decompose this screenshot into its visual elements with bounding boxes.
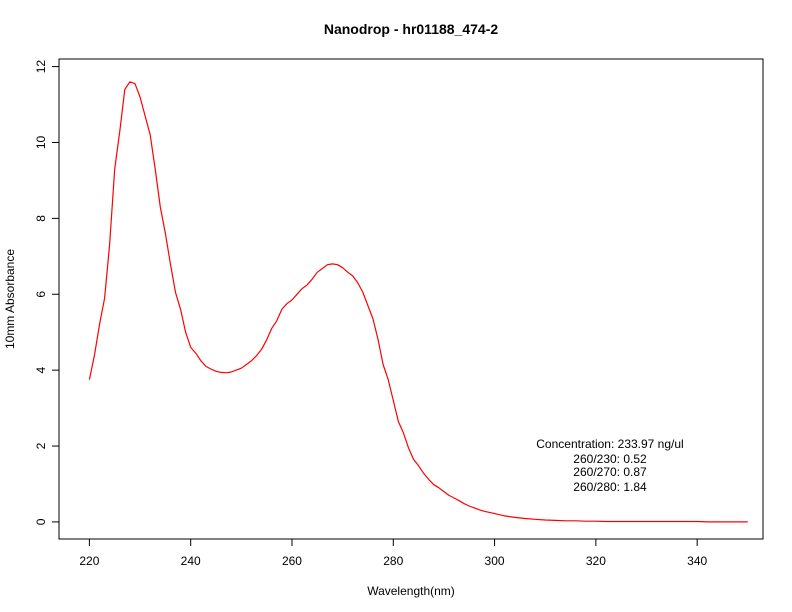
annotation-ratio-260-270: 260/270: 0.87	[573, 465, 647, 479]
x-tick-label: 220	[79, 554, 99, 568]
y-axis-label: 10mm Absorbance	[3, 249, 17, 349]
y-tick-label: 2	[34, 442, 48, 449]
y-tick-label: 6	[34, 291, 48, 298]
x-tick-label: 280	[383, 554, 403, 568]
x-axis: 220 240 260 280 300 320 340	[79, 538, 707, 568]
y-tick-label: 4	[34, 366, 48, 373]
annotation-concentration: Concentration: 233.97 ng/ul	[536, 437, 683, 451]
plot-frame	[58, 58, 764, 540]
x-tick-label: 240	[181, 554, 201, 568]
chart-title: Nanodrop - hr01188_474-2	[324, 21, 499, 37]
series-group	[88, 81, 748, 523]
annotation-block: Concentration: 233.97 ng/ul 260/230: 0.5…	[536, 437, 683, 494]
annotation-ratio-260-230: 260/230: 0.52	[573, 452, 647, 466]
y-axis: 0 2 4 6 8 10 12	[34, 60, 60, 525]
x-tick-label: 260	[282, 554, 302, 568]
y-tick-label: 8	[34, 215, 48, 222]
x-tick-label: 320	[586, 554, 606, 568]
y-tick-label: 0	[34, 518, 48, 525]
x-axis-label: Wavelength(nm)	[367, 584, 455, 598]
annotation-ratio-260-280: 260/280: 1.84	[573, 480, 647, 494]
x-tick-label: 340	[687, 554, 707, 568]
absorbance-series-line	[88, 81, 748, 523]
y-tick-label: 12	[34, 60, 48, 74]
x-tick-label: 300	[485, 554, 505, 568]
y-tick-label: 10	[34, 135, 48, 149]
